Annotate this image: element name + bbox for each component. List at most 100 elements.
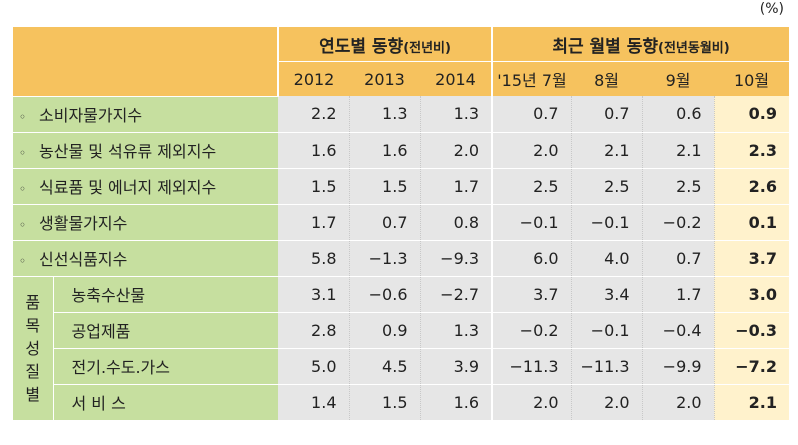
- value-cell: −0.2: [642, 204, 715, 241]
- group-row-label: 서 비 스: [53, 384, 278, 421]
- value-cell: 6.0: [492, 240, 572, 277]
- column-header: 2012: [278, 61, 349, 96]
- group-row-label: 농축수산물: [53, 276, 278, 313]
- row-label: ◦ 소비자물가지수: [13, 96, 278, 133]
- value-cell: 4.5: [349, 348, 421, 385]
- latest-value-cell: 2.3: [714, 132, 790, 169]
- price-index-table: 연도별 동향(전년비) 최근 월별 동향(전년동월비) 2012 2013 20…: [13, 27, 790, 421]
- row-label: ◦ 식료품 및 에너지 제외지수: [13, 168, 278, 205]
- row-label: ◦ 생활물가지수: [13, 204, 278, 241]
- row-label: ◦ 농산물 및 석유류 제외지수: [13, 132, 278, 169]
- bullet-icon: ◦: [19, 110, 27, 124]
- value-cell: −0.4: [642, 312, 715, 349]
- column-header: '15년 7월: [491, 61, 572, 96]
- value-cell: 0.6: [642, 96, 715, 133]
- header-row-columns: 2012 2013 2014 '15년 7월 8월 9월 10월: [13, 61, 790, 96]
- value-cell: 1.7: [642, 276, 715, 313]
- value-cell: 5.8: [278, 240, 350, 277]
- value-cell: −9.9: [642, 348, 715, 385]
- value-cell: 2.1: [642, 132, 715, 169]
- table-row: ◦ 농산물 및 석유류 제외지수 1.6 1.6 2.0 2.0 2.1 2.1 2.3: [13, 132, 790, 169]
- value-cell: 2.0: [642, 384, 715, 421]
- header-yearly: 연도별 동향(전년비): [278, 27, 493, 62]
- value-cell: 1.6: [278, 132, 350, 169]
- value-cell: −0.1: [571, 204, 643, 241]
- table-row: ◦ 식료품 및 에너지 제외지수 1.5 1.5 1.7 2.5 2.5 2.5 2.6: [13, 168, 790, 205]
- value-cell: −0.2: [492, 312, 572, 349]
- value-cell: −1.3: [349, 240, 421, 277]
- latest-value-cell: 2.1: [714, 384, 790, 421]
- row-label-text: 식료품 및 에너지 제외지수: [39, 178, 217, 197]
- column-header: 9월: [642, 61, 715, 96]
- value-cell: 2.8: [278, 312, 350, 349]
- latest-value-cell: −7.2: [714, 348, 790, 385]
- group-label-char: 목: [25, 315, 41, 335]
- value-cell: 0.7: [492, 96, 572, 133]
- column-header: 8월: [571, 61, 643, 96]
- row-label-text: 신선식품지수: [39, 250, 128, 269]
- group-table-row: 전기.수도.가스 5.0 4.5 3.9 −11.3 −11.3 −9.9 −7.2: [13, 348, 790, 385]
- bullet-icon: ◦: [19, 218, 27, 232]
- value-cell: 1.3: [420, 312, 494, 349]
- value-cell: 0.9: [349, 312, 421, 349]
- row-label: ◦ 신선식품지수: [13, 240, 278, 277]
- value-cell: 2.0: [492, 132, 572, 169]
- header-monthly-title: 최근 월별 동향: [552, 36, 659, 57]
- group-table-row: 서 비 스 1.4 1.5 1.6 2.0 2.0 2.0 2.1: [13, 384, 790, 421]
- value-cell: 2.1: [571, 132, 643, 169]
- latest-value-cell: 0.9: [714, 96, 790, 133]
- column-header: 2013: [349, 61, 420, 96]
- value-cell: 3.9: [420, 348, 494, 385]
- value-cell: 5.0: [278, 348, 350, 385]
- table-row: ◦ 신선식품지수 5.8 −1.3 −9.3 6.0 4.0 0.7 3.7: [13, 240, 790, 277]
- value-cell: 1.4: [278, 384, 350, 421]
- group-table-row: 품 목 성 질 별 농축수산물 3.1 −0.6 −2.7 3.7 3.4 1.7 3.0: [13, 276, 790, 421]
- header-monthly-sub: (전년동월비): [658, 40, 730, 56]
- group-label-char: 별: [25, 384, 41, 404]
- value-cell: 0.8: [420, 204, 494, 241]
- bullet-icon: ◦: [19, 254, 27, 268]
- value-cell: 1.5: [349, 384, 421, 421]
- latest-value-cell: 3.7: [714, 240, 790, 277]
- value-cell: 2.0: [420, 132, 494, 169]
- value-cell: −0.1: [571, 312, 643, 349]
- value-cell: 1.3: [420, 96, 494, 133]
- value-cell: 1.3: [349, 96, 421, 133]
- value-cell: −11.3: [571, 348, 643, 385]
- value-cell: 1.6: [420, 384, 494, 421]
- bullet-icon: ◦: [19, 146, 27, 160]
- value-cell: 2.5: [492, 168, 572, 205]
- column-header: 10월: [714, 61, 790, 96]
- group-label-char: 질: [25, 361, 41, 381]
- group-row-label: 전기.수도.가스: [53, 348, 278, 385]
- value-cell: 0.7: [642, 240, 715, 277]
- value-cell: −2.7: [420, 276, 494, 313]
- value-cell: 2.0: [492, 384, 572, 421]
- latest-value-cell: −0.3: [714, 312, 790, 349]
- value-cell: 2.5: [571, 168, 643, 205]
- latest-value-cell: 0.1: [714, 204, 790, 241]
- value-cell: 1.5: [278, 168, 350, 205]
- latest-value-cell: 3.0: [714, 276, 790, 313]
- column-header: 2014: [420, 61, 493, 96]
- value-cell: −9.3: [420, 240, 494, 277]
- value-cell: 3.7: [492, 276, 572, 313]
- group-row-label: 공업제품: [53, 312, 278, 349]
- row-label-text: 소비자물가지수: [39, 106, 143, 125]
- value-cell: 1.5: [349, 168, 421, 205]
- value-cell: 0.7: [571, 96, 643, 133]
- row-label-text: 생활물가지수: [39, 214, 128, 233]
- group-label-char: 성: [25, 338, 41, 358]
- value-cell: 1.7: [278, 204, 350, 241]
- group-table-row: 공업제품 2.8 0.9 1.3 −0.2 −0.1 −0.4 −0.3: [13, 312, 790, 349]
- header-row-groups: 연도별 동향(전년비) 최근 월별 동향(전년동월비): [13, 27, 790, 97]
- bullet-icon: ◦: [19, 182, 27, 196]
- table-row: ◦ 생활물가지수 1.7 0.7 0.8 −0.1 −0.1 −0.2 0.1: [13, 204, 790, 241]
- value-cell: 2.0: [571, 384, 643, 421]
- latest-value-cell: 2.6: [714, 168, 790, 205]
- value-cell: 0.7: [349, 204, 421, 241]
- table-row: ◦ 소비자물가지수 2.2 1.3 1.3 0.7 0.7 0.6 0.9: [13, 96, 790, 133]
- header-yearly-title: 연도별 동향: [319, 36, 404, 57]
